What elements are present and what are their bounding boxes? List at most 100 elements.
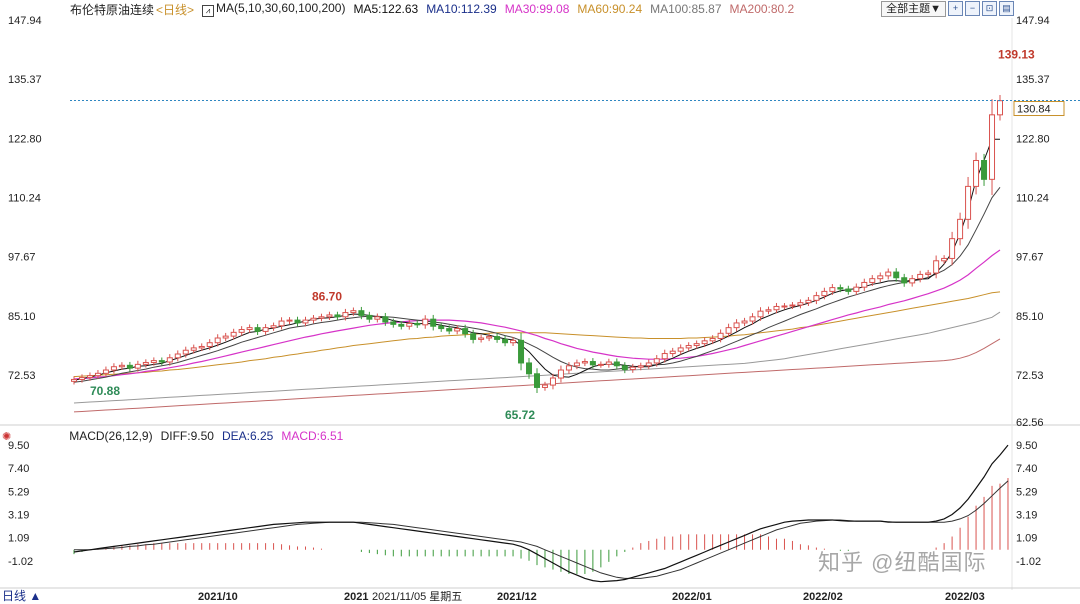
- candle-body: [813, 295, 820, 301]
- candle-body: [126, 364, 133, 369]
- candle-body: [486, 336, 493, 339]
- candle-body: [438, 325, 445, 330]
- candle-body: [526, 362, 533, 375]
- macd-settings-icon[interactable]: ✺: [2, 430, 12, 443]
- theme-dropdown[interactable]: 全部主题▼: [881, 1, 946, 17]
- candle-body: [422, 318, 429, 326]
- candle-body: [302, 319, 309, 324]
- ma200-value: MA200:80.2: [729, 2, 795, 16]
- candle-body: [877, 275, 884, 280]
- candle-body: [214, 337, 221, 344]
- price-y-tick: 147.94: [1016, 15, 1050, 27]
- candle-body: [142, 361, 149, 365]
- price-y-tick: 110.24: [1016, 193, 1049, 205]
- x-label-oct: 2021/10: [198, 591, 238, 603]
- candle-body: [893, 271, 900, 279]
- candle-body: [957, 218, 964, 240]
- candle-body: [653, 358, 660, 364]
- price-y-tick-left: 72.53: [8, 370, 36, 382]
- ma60-value: MA60:90.24: [577, 2, 643, 16]
- candle-body: [110, 366, 117, 371]
- candle-body: [557, 369, 564, 379]
- candle-body: [837, 287, 844, 290]
- macd-y-tick: -1.02: [1016, 556, 1041, 568]
- candle-body: [334, 314, 341, 318]
- candle-body: [278, 320, 285, 327]
- price-y-tick-left: 85.10: [8, 311, 36, 323]
- candle-body: [246, 327, 253, 331]
- macd-y-tick: 9.50: [1016, 440, 1037, 452]
- watermark: 知乎 @纽酷国际: [818, 550, 987, 575]
- price-y-tick: 85.10: [1016, 311, 1044, 323]
- candle-body: [510, 339, 517, 344]
- candle-body: [997, 100, 1003, 116]
- x-label-jan: 2022/01: [672, 591, 712, 603]
- zoom-out-icon[interactable]: −: [965, 1, 980, 16]
- candle-body: [430, 318, 437, 327]
- macd-params: MACD(26,12,9): [69, 429, 153, 443]
- candle-body: [709, 337, 716, 342]
- candle-body: [78, 377, 85, 380]
- macd-y-tick: 7.40: [1016, 463, 1037, 475]
- ma10-line: [73, 186, 1001, 383]
- candle-body: [254, 327, 261, 332]
- candle-body: [597, 363, 604, 366]
- candle-body: [462, 328, 469, 335]
- period-toggle[interactable]: 日线 ▲: [2, 589, 42, 603]
- macd-diff-line: [73, 444, 1009, 583]
- candle-body: [757, 310, 764, 318]
- annotation-mid-high: 86.70: [312, 289, 342, 303]
- candle-body: [805, 299, 812, 304]
- ma10-value: MA10:112.39: [426, 2, 497, 16]
- ma-params[interactable]: ⩘ MA(5,10,30,60,100,200): [202, 1, 345, 17]
- candle-body: [789, 304, 796, 307]
- candle-body: [350, 310, 357, 314]
- zoom-in-icon[interactable]: +: [948, 1, 963, 16]
- price-y-tick: 135.37: [1016, 74, 1050, 86]
- candle-body: [454, 328, 461, 332]
- candle-body: [621, 365, 628, 371]
- candle-body: [773, 305, 780, 311]
- candle-body: [222, 335, 229, 339]
- macd-y-tick: 1.09: [1016, 533, 1037, 545]
- candle-body: [613, 361, 620, 367]
- export-icon[interactable]: ▤: [999, 1, 1014, 16]
- candle-body: [685, 345, 692, 349]
- candle-body: [134, 363, 141, 369]
- candle-body: [693, 343, 700, 347]
- candle-body: [174, 353, 181, 359]
- macd-y-tick: 5.29: [1016, 486, 1037, 498]
- instrument-name: 布伦特原油连续: [70, 2, 155, 17]
- candle-body: [717, 332, 724, 339]
- macd-diff: DIFF:9.50: [160, 429, 214, 443]
- candle-body: [629, 366, 636, 371]
- candle-body: [478, 337, 485, 340]
- x-label-mar: 2022/03: [945, 591, 985, 603]
- current-price-tag: [1013, 101, 1065, 117]
- price-y-tick-left: 110.24: [8, 193, 41, 205]
- current-price-label: 130.84: [1017, 104, 1051, 116]
- candle-body: [534, 373, 540, 388]
- candle-body: [198, 345, 205, 349]
- candle-body: [541, 384, 548, 388]
- candle-body: [182, 349, 189, 355]
- candle-body: [86, 375, 93, 379]
- macd-y-tick-left: 7.40: [8, 463, 29, 475]
- period-label[interactable]: <日线>: [156, 2, 195, 17]
- candle-body: [989, 114, 996, 180]
- candle-body: [845, 288, 852, 292]
- candle-body: [797, 302, 804, 306]
- candle-body: [901, 277, 908, 284]
- candle-body: [589, 361, 596, 366]
- candle-body: [190, 347, 197, 351]
- candle-body: [326, 314, 333, 318]
- fit-icon[interactable]: ⊡: [982, 1, 997, 16]
- ma5-value: MA5:122.63: [353, 2, 419, 16]
- candle-body: [262, 327, 269, 332]
- ma30-value: MA30:99.08: [504, 2, 570, 16]
- candle-body: [765, 309, 772, 312]
- x-label-feb: 2022/02: [803, 591, 843, 603]
- ma100-value: MA100:85.87: [650, 2, 722, 16]
- ma-params-text: MA(5,10,30,60,100,200): [216, 1, 346, 15]
